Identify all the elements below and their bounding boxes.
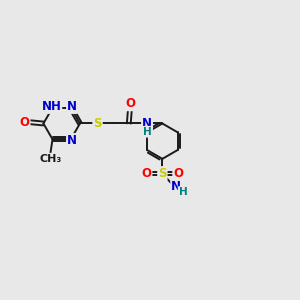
Text: H: H [178,187,188,197]
Text: N: N [67,100,77,113]
Text: N: N [171,180,181,193]
Text: O: O [142,167,152,180]
Text: H: H [143,127,152,137]
Text: O: O [20,116,30,128]
Text: O: O [173,167,183,180]
Text: O: O [125,97,135,110]
Text: S: S [158,167,166,180]
Text: CH₃: CH₃ [39,154,61,164]
Text: NH: NH [41,100,61,113]
Text: N: N [142,117,152,130]
Text: N: N [67,134,77,147]
Text: S: S [93,117,102,130]
